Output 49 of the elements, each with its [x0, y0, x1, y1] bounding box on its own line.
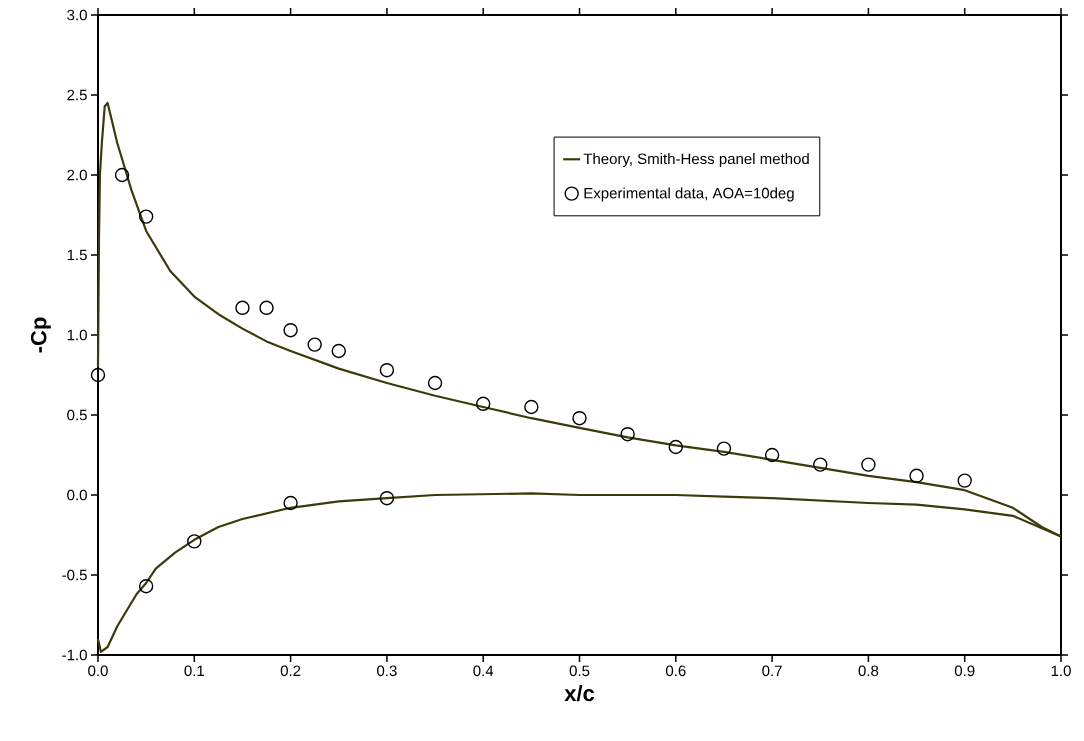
x-tick-label: 0.5: [569, 665, 590, 677]
point: [283, 495, 298, 511]
point: [813, 457, 828, 472]
y-tick-label: 0.0: [67, 489, 87, 501]
legend-label: Theory, Smith-Hess panel method: [583, 153, 809, 168]
legend-label: Experimental data, AOA=10deg: [584, 187, 794, 202]
x-tick-label: 0.9: [954, 665, 975, 677]
x-tick-label: 1.0: [1051, 665, 1071, 677]
point: [187, 534, 202, 549]
point: [114, 167, 130, 183]
point: [909, 468, 924, 483]
point: [524, 399, 539, 415]
y-tick-label: 2.5: [67, 89, 87, 101]
point: [259, 300, 274, 315]
point: [235, 300, 250, 315]
point: [379, 363, 395, 378]
point: [427, 375, 443, 391]
x-tick-label: 0.4: [473, 665, 494, 677]
point: [90, 367, 106, 383]
point: [668, 439, 684, 455]
point: [572, 411, 587, 426]
y-tick-label: 2.0: [67, 169, 87, 181]
point: [138, 209, 154, 224]
point: [138, 579, 154, 594]
y-tick-label: 3.0: [67, 9, 87, 21]
x-tick-label: 0.8: [858, 665, 879, 677]
point: [379, 491, 395, 506]
x-axis-title: x/c: [564, 684, 595, 702]
y-tick-label: 0.5: [67, 409, 87, 421]
point: [331, 343, 346, 359]
point: [283, 323, 298, 338]
y-axis-title: -Cp: [30, 317, 51, 353]
point: [716, 441, 732, 456]
point: [307, 337, 322, 352]
point: [861, 457, 876, 472]
point: [620, 427, 635, 442]
y-tick-label: -1.0: [62, 649, 87, 661]
x-tick-label: 0.6: [665, 665, 686, 677]
point: [764, 447, 780, 463]
point: [957, 473, 972, 488]
x-tick-label: 0.2: [280, 665, 301, 677]
x-tick-label: 0.7: [762, 665, 782, 677]
y-tick-label: 1.0: [67, 329, 87, 341]
x-tick-label: 0.0: [88, 665, 108, 677]
point: [476, 396, 491, 411]
x-tick-label: 0.3: [377, 665, 397, 677]
y-tick-label: -0.5: [62, 569, 87, 581]
y-tick-label: 1.5: [67, 249, 87, 261]
x-tick-label: 0.1: [184, 665, 204, 677]
